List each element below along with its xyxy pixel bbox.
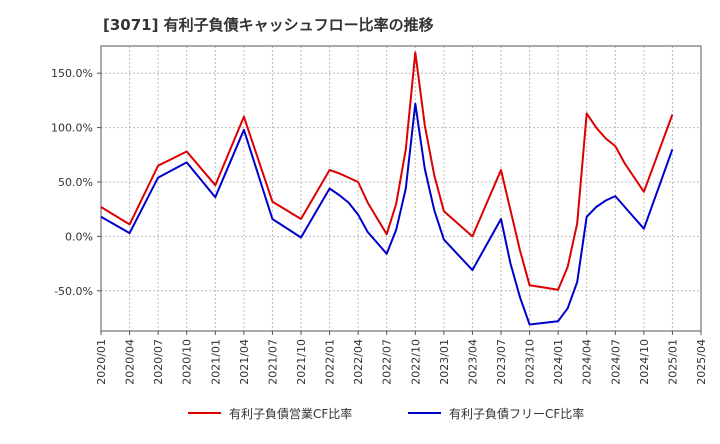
x-tick-label: 2021/01: [209, 339, 222, 385]
x-tick-label: 2020/04: [124, 339, 137, 385]
x-tick-label: 2021/04: [238, 339, 251, 385]
x-tick-label: 2023/04: [466, 339, 479, 385]
y-tick-label: 50.0%: [58, 176, 93, 189]
x-tick-label: 2021/10: [295, 339, 308, 385]
x-tick-label: 2024/01: [552, 339, 565, 385]
x-tick-label: 2022/07: [381, 339, 394, 385]
legend-label-1: 有利子負債営業CF比率: [229, 406, 352, 421]
x-tick-label: 2024/10: [638, 339, 651, 385]
x-tick-label: 2020/07: [152, 339, 165, 385]
y-tick-label: 100.0%: [51, 122, 93, 135]
y-tick-label: 150.0%: [51, 67, 93, 80]
plot-area: [101, 46, 701, 331]
x-tick-label: 2023/10: [524, 339, 537, 385]
x-tick-label: 2021/07: [266, 339, 279, 385]
x-tick-label: 2024/04: [581, 339, 594, 385]
x-tick-label: 2020/10: [181, 339, 194, 385]
x-tick-label: 2024/07: [609, 339, 622, 385]
x-tick-label: 2022/01: [324, 339, 337, 385]
x-tick-label: 2025/04: [695, 339, 708, 385]
chart-title: [3071] 有利子負債キャッシュフロー比率の推移: [103, 16, 434, 34]
series-line-1: [100, 51, 674, 291]
x-tick-label: 2023/07: [495, 339, 508, 385]
x-tick-label: 2025/01: [666, 339, 679, 385]
x-tick-label: 2020/01: [95, 339, 108, 385]
series-line-2: [100, 102, 674, 326]
x-tick-label: 2022/10: [409, 339, 422, 385]
y-tick-label: 0.0%: [65, 230, 93, 243]
plot-frame: [100, 45, 702, 332]
x-tick-label: 2023/01: [438, 339, 451, 385]
x-tick-label: 2022/04: [352, 339, 365, 385]
y-tick-label: -50.0%: [54, 285, 93, 298]
legend-label-2: 有利子負債フリーCF比率: [449, 406, 584, 421]
